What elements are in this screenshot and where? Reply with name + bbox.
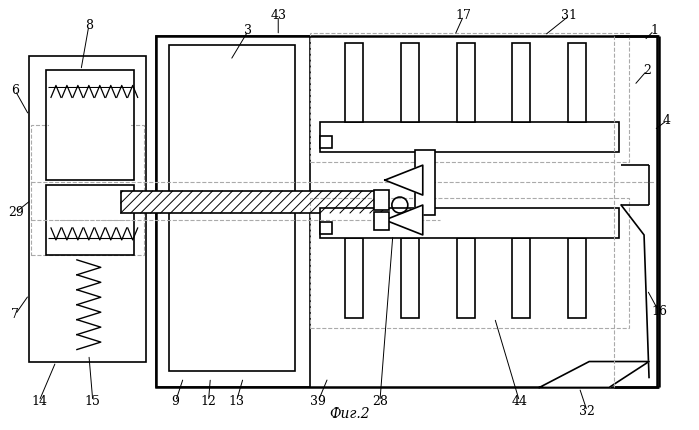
Bar bbox=[156, 36, 657, 387]
Polygon shape bbox=[540, 362, 649, 387]
Text: 3: 3 bbox=[245, 24, 252, 37]
Bar bbox=[46, 185, 134, 255]
Bar bbox=[568, 43, 586, 122]
Text: 31: 31 bbox=[561, 9, 577, 22]
Text: 32: 32 bbox=[579, 405, 595, 418]
Text: 15: 15 bbox=[85, 395, 101, 408]
Bar bbox=[415, 150, 435, 215]
Bar bbox=[512, 238, 531, 318]
Text: 44: 44 bbox=[512, 395, 528, 408]
Polygon shape bbox=[385, 205, 423, 235]
Bar bbox=[121, 191, 385, 213]
Bar bbox=[46, 71, 134, 180]
Text: 2: 2 bbox=[643, 64, 651, 77]
Text: 39: 39 bbox=[310, 395, 326, 408]
Text: 9: 9 bbox=[172, 395, 180, 408]
Text: 8: 8 bbox=[85, 19, 93, 32]
Text: 4: 4 bbox=[663, 114, 671, 127]
Bar bbox=[401, 43, 419, 122]
Bar bbox=[374, 212, 389, 230]
Bar bbox=[310, 198, 629, 328]
Bar bbox=[168, 45, 295, 372]
Text: 17: 17 bbox=[456, 9, 472, 22]
Bar bbox=[345, 238, 363, 318]
Bar bbox=[374, 190, 389, 210]
Bar bbox=[320, 122, 619, 152]
Bar bbox=[320, 222, 332, 234]
Text: Фиг.2: Фиг.2 bbox=[330, 407, 370, 421]
Bar bbox=[31, 125, 144, 255]
Bar bbox=[456, 43, 475, 122]
Text: 6: 6 bbox=[11, 84, 19, 97]
Bar bbox=[456, 238, 475, 318]
Bar bbox=[320, 208, 619, 238]
Text: 16: 16 bbox=[651, 305, 667, 318]
Bar bbox=[512, 43, 531, 122]
Bar bbox=[568, 238, 586, 318]
Text: 43: 43 bbox=[271, 9, 286, 22]
Bar bbox=[29, 55, 145, 362]
Text: 1: 1 bbox=[650, 24, 658, 37]
Bar bbox=[401, 238, 419, 318]
Polygon shape bbox=[385, 165, 423, 195]
Text: 12: 12 bbox=[201, 395, 217, 408]
Text: 29: 29 bbox=[8, 206, 24, 218]
Bar bbox=[310, 33, 629, 162]
Bar bbox=[49, 89, 131, 178]
Text: 14: 14 bbox=[31, 395, 47, 408]
Text: 13: 13 bbox=[229, 395, 245, 408]
Bar bbox=[320, 136, 332, 148]
Bar bbox=[345, 43, 363, 122]
Text: 7: 7 bbox=[11, 308, 19, 321]
Text: 28: 28 bbox=[372, 395, 388, 408]
Bar bbox=[156, 36, 310, 387]
